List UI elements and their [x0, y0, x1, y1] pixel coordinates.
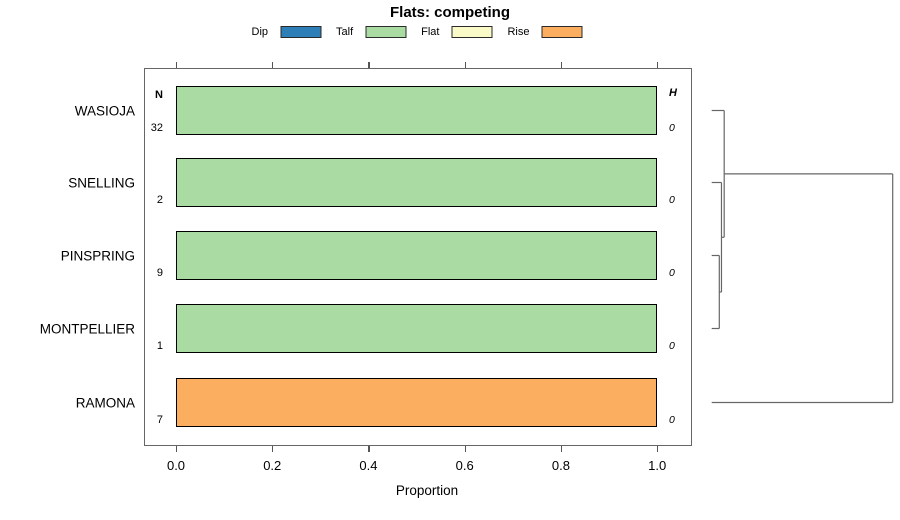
y-axis-label-snelling: SNELLING [68, 175, 135, 190]
x-tick-label: 0.2 [263, 458, 282, 473]
axis-tick-top [560, 62, 563, 69]
n-value-montpellier: 1 [156, 340, 163, 352]
plot-box [143, 68, 692, 446]
y-axis-label-wasioja: WASIOJA [74, 103, 135, 118]
legend-label: Dip [251, 26, 269, 38]
legend-item-flat: Flat [421, 26, 493, 38]
x-tick-label: 1.0 [648, 458, 667, 473]
h-column-header: H [669, 87, 677, 99]
axis-tick-bottom [560, 446, 563, 452]
bar-segment-snelling-talf [175, 158, 658, 207]
n-value-pinspring: 9 [156, 267, 163, 279]
h-value-snelling: 0 [669, 194, 675, 206]
axis-tick-top [464, 62, 466, 69]
axis-tick-bottom [657, 446, 659, 452]
x-tick-label: 0.0 [166, 458, 186, 473]
legend-label: Flat [421, 26, 440, 38]
n-column-header: N [155, 89, 163, 101]
x-tick-label: 0.8 [551, 458, 570, 473]
legend-swatch-dip [280, 26, 322, 38]
axis-tick-bottom [176, 446, 178, 452]
legend-item-rise: Rise [507, 26, 583, 38]
legend-item-talf: Talf [336, 26, 407, 38]
y-axis-label-montpellier: MONTPELLIER [39, 321, 135, 336]
axis-tick-top [176, 62, 178, 69]
n-value-ramona: 7 [156, 414, 163, 426]
legend-label: Talf [336, 26, 354, 38]
axis-tick-bottom [368, 446, 370, 452]
legend: Dip Talf Flat Rise [252, 26, 583, 38]
chart-title: Flats: competing [389, 4, 511, 21]
legend-item-dip: Dip [252, 26, 322, 38]
x-axis-label: Proportion [395, 483, 459, 498]
bar-segment-montpellier-talf [175, 304, 658, 353]
y-axis-label-pinspring: PINSPRING [60, 248, 135, 263]
axis-tick-bottom [272, 446, 274, 452]
bar-segment-pinspring-talf [175, 231, 658, 280]
legend-swatch-talf [365, 26, 407, 38]
n-value-wasioja: 32 [150, 122, 163, 134]
axis-tick-top [368, 62, 370, 69]
x-tick-label: 0.4 [359, 458, 378, 473]
axis-tick-bottom [464, 446, 466, 452]
x-tick-label: 0.6 [455, 458, 474, 473]
n-value-snelling: 2 [156, 194, 163, 206]
bar-segment-ramona-rise [175, 378, 658, 427]
h-value-wasioja: 0 [669, 122, 675, 134]
axis-tick-top [657, 62, 659, 69]
bar-segment-wasioja-talf [175, 86, 658, 135]
legend-swatch-flat [451, 26, 493, 38]
h-value-pinspring: 0 [669, 267, 675, 279]
legend-label: Rise [507, 26, 530, 38]
y-axis-label-ramona: RAMONA [75, 395, 135, 410]
legend-swatch-rise [541, 26, 583, 38]
h-value-ramona: 0 [669, 414, 675, 426]
h-value-montpellier: 0 [669, 340, 675, 352]
axis-tick-top [272, 62, 274, 69]
